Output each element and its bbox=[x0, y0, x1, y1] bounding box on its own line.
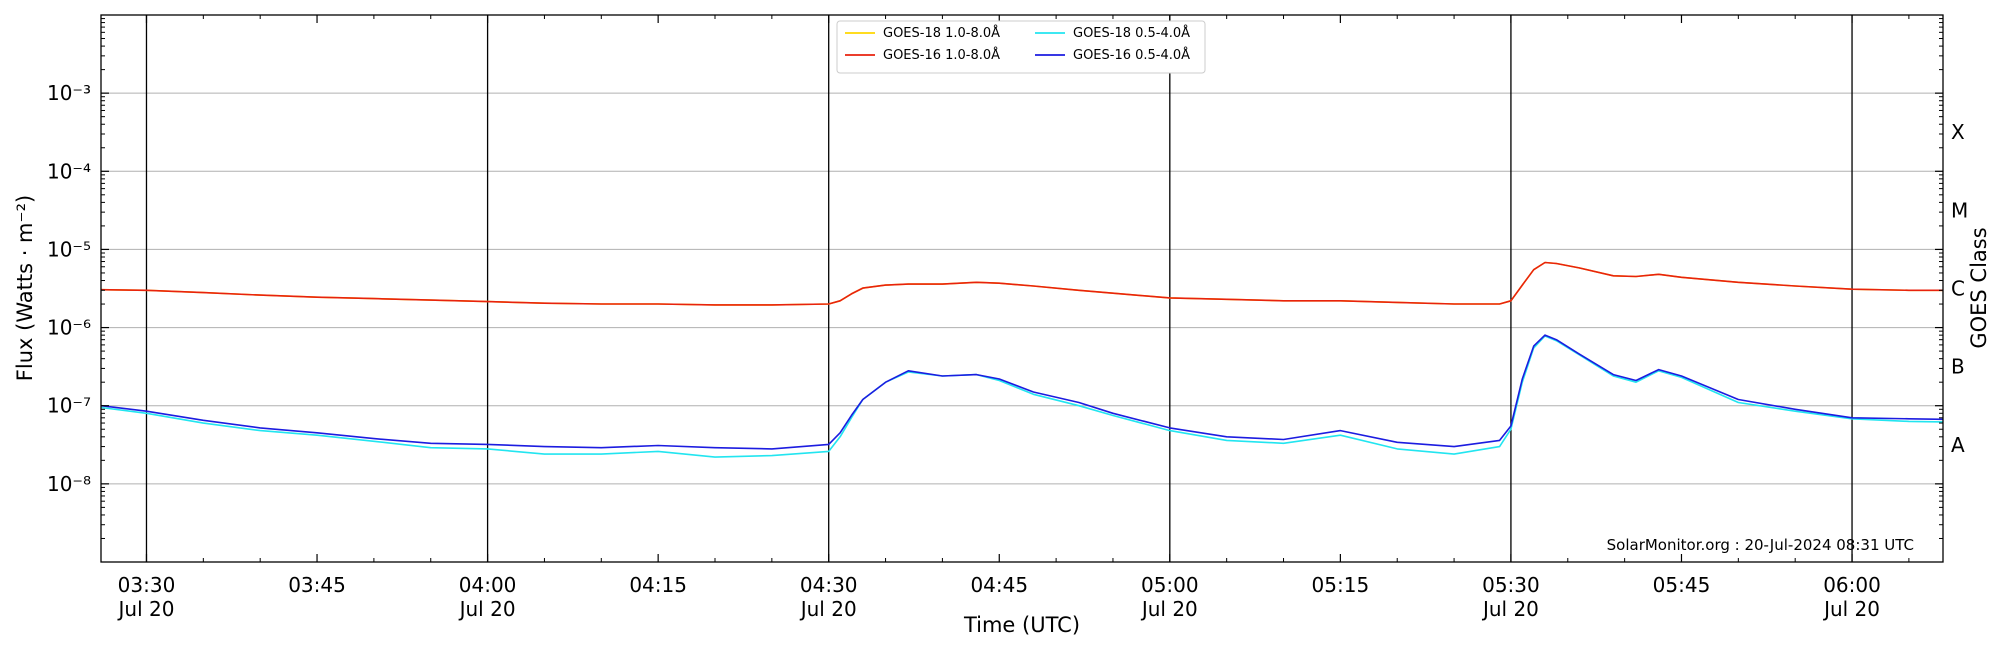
x-tick-date-label: Jul 20 bbox=[1481, 597, 1539, 621]
y-tick-label: 10⁻⁷ bbox=[47, 394, 91, 418]
goes-class-label: C bbox=[1951, 277, 1965, 301]
x-tick-label: 05:15 bbox=[1312, 573, 1370, 597]
x-tick-label: 04:00 bbox=[459, 573, 517, 597]
x-tick-label: 03:30 bbox=[118, 573, 176, 597]
x-tick-label: 03:45 bbox=[288, 573, 346, 597]
x-tick-label: 05:00 bbox=[1141, 573, 1199, 597]
series-line-4 bbox=[100, 334, 1944, 450]
legend-box bbox=[836, 20, 1206, 74]
x-axis-title: Time (UTC) bbox=[963, 613, 1080, 637]
plot-frame bbox=[100, 14, 1944, 563]
x-tick-label: 04:30 bbox=[800, 573, 858, 597]
x-tick-label: 04:15 bbox=[629, 573, 687, 597]
grid-layer bbox=[101, 92, 1943, 485]
x-tick-date-label: Jul 20 bbox=[458, 597, 516, 621]
x-tick-label: 06:00 bbox=[1823, 573, 1881, 597]
y-tick-label: 10⁻⁴ bbox=[47, 159, 91, 183]
goes-class-label: X bbox=[1951, 120, 1965, 144]
y-axis-title: Flux (Watts · m⁻²) bbox=[13, 195, 37, 381]
legend: GOES-18 1.0-8.0Å GOES-16 1.0-8.0Å GOES-18 … bbox=[836, 20, 1206, 74]
y2-axis-title: GOES Class bbox=[1967, 227, 1991, 348]
series-layer bbox=[100, 261, 1944, 458]
x-tick-label: 04:45 bbox=[970, 573, 1028, 597]
y-axis-ticks: 10⁻⁸ 10⁻⁷ 10⁻⁶ 10⁻⁵ 10⁻⁴ 10⁻³ bbox=[47, 18, 1943, 539]
legend-entry-label: GOES-16 1.0-8.0Å bbox=[883, 47, 1000, 63]
credit-text: SolarMonitor.org : 20-Jul-2024 08:31 UTC bbox=[1607, 536, 1914, 554]
legend-entry-label: GOES-18 0.5-4.0Å bbox=[1073, 25, 1190, 41]
goes-class-label: B bbox=[1951, 355, 1965, 379]
series-line-2 bbox=[100, 261, 1943, 306]
series-line-3 bbox=[100, 335, 1944, 458]
x-tick-date-label: Jul 20 bbox=[799, 597, 857, 621]
y-tick-label: 10⁻⁶ bbox=[47, 316, 91, 340]
legend-entry-label: GOES-16 0.5-4.0Å bbox=[1073, 47, 1190, 63]
goes-class-label: A bbox=[1951, 433, 1965, 457]
day-vertical-lines bbox=[145, 15, 1853, 562]
goes-class-labels: A B C M X bbox=[1951, 120, 1968, 457]
y-tick-label: 10⁻⁸ bbox=[47, 472, 91, 496]
legend-entry-label: GOES-18 1.0-8.0Å bbox=[883, 25, 1000, 41]
x-tick-label: 05:45 bbox=[1653, 573, 1711, 597]
goes-class-label: M bbox=[1951, 198, 1968, 222]
x-tick-date-label: Jul 20 bbox=[117, 597, 175, 621]
x-tick-date-label: Jul 20 bbox=[1822, 597, 1880, 621]
y-tick-label: 10⁻³ bbox=[47, 81, 91, 105]
y-tick-label: 10⁻⁵ bbox=[47, 237, 91, 261]
x-tick-date-label: Jul 20 bbox=[1140, 597, 1198, 621]
x-tick-label: 05:30 bbox=[1482, 573, 1540, 597]
